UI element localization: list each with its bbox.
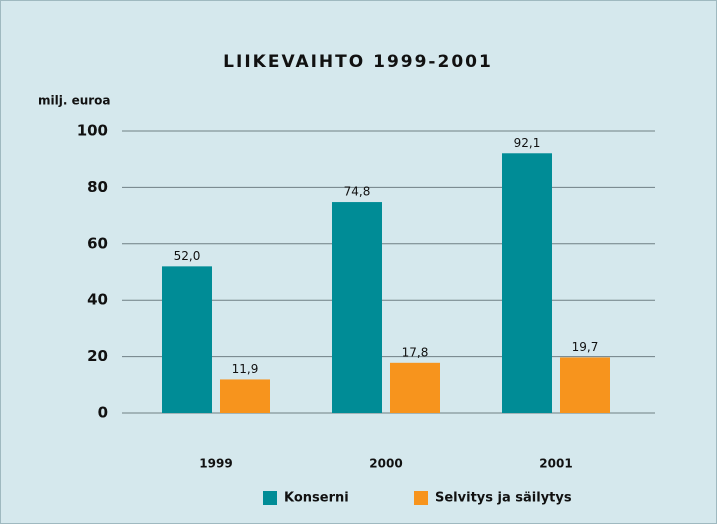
- bar: [502, 153, 552, 413]
- y-tick-label: 60: [87, 234, 108, 252]
- bar: [332, 202, 382, 413]
- y-tick-label: 20: [87, 347, 108, 365]
- legend-swatch: [414, 491, 428, 505]
- y-tick-label: 80: [87, 178, 108, 196]
- bar: [162, 266, 212, 413]
- x-tick-label: 1999: [199, 457, 232, 471]
- y-axis-label: milj. euroa: [38, 94, 111, 108]
- value-label: 11,9: [232, 362, 259, 376]
- value-label: 92,1: [514, 136, 541, 150]
- value-label: 52,0: [174, 249, 201, 263]
- y-tick-label: 40: [87, 291, 108, 309]
- value-label: 74,8: [344, 185, 371, 199]
- y-tick-label: 0: [98, 404, 108, 422]
- chart-title: LIIKEVAIHTO 1999-2001: [223, 52, 493, 72]
- legend-label: Selvitys ja säilytys: [435, 491, 572, 506]
- value-label: 17,8: [402, 345, 429, 359]
- bar: [220, 379, 270, 413]
- x-tick-label: 2000: [369, 457, 402, 471]
- x-tick-label: 2001: [539, 457, 572, 471]
- legend-label: Konserni: [284, 491, 349, 506]
- legend-swatch: [263, 491, 277, 505]
- bar: [560, 357, 610, 413]
- bar: [390, 362, 440, 413]
- value-label: 19,7: [572, 340, 599, 354]
- y-tick-label: 100: [77, 122, 108, 140]
